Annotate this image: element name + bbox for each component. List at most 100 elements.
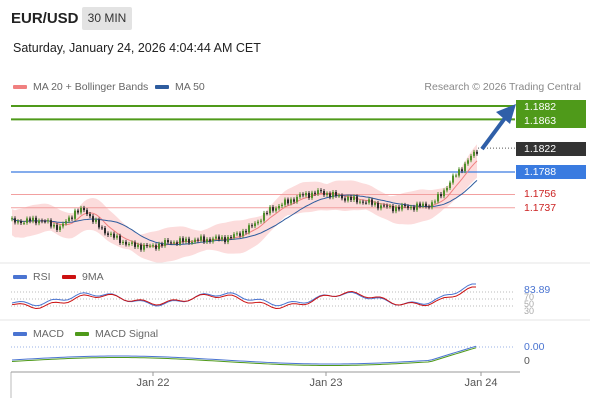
candle-body <box>260 220 262 222</box>
candle-body <box>80 207 82 213</box>
candle-body <box>272 207 274 211</box>
candle-body <box>14 218 16 223</box>
legend-ma20-bollinger: MA 20 + Bollinger Bands <box>13 81 148 93</box>
candle-body <box>359 201 361 203</box>
candle-body <box>95 219 97 222</box>
candle-body <box>392 205 394 212</box>
candle-body <box>251 225 253 227</box>
candle-body <box>305 193 307 196</box>
legend-macd: MACD <box>13 328 64 340</box>
candle-body <box>329 193 331 198</box>
candle-body <box>341 195 343 199</box>
candle-body <box>356 196 358 203</box>
candle-body <box>110 233 112 235</box>
candle-body <box>314 192 316 195</box>
candle-body <box>203 236 205 243</box>
level-label-support-1: 1.1756 <box>524 188 557 200</box>
candle-body <box>386 205 388 207</box>
macd-value-label: 0.00 <box>524 341 545 353</box>
candle-body <box>101 227 103 229</box>
level-label-resistance-2: 1.1882 <box>516 100 586 114</box>
candle-body <box>464 163 466 172</box>
legend-label: MACD Signal <box>95 328 159 340</box>
candle-body <box>128 243 130 245</box>
candle-body <box>197 239 199 241</box>
candle-body <box>242 230 244 236</box>
candle-body <box>20 221 22 224</box>
candle-body <box>374 202 376 205</box>
candle-body <box>470 155 472 161</box>
candle-body <box>188 238 190 243</box>
candle-body <box>224 237 226 243</box>
rsi-level-label: 70 <box>524 292 535 302</box>
candle-body <box>233 234 235 238</box>
candle-body <box>164 240 166 246</box>
candle-body <box>107 233 109 235</box>
candle-body <box>461 169 463 172</box>
legend-label: 9MA <box>82 271 104 283</box>
candle-body <box>170 242 172 244</box>
candle-body <box>212 238 214 242</box>
candle-body <box>125 241 127 245</box>
candle-body <box>362 201 364 203</box>
candle-body <box>230 237 232 239</box>
candle-body <box>152 245 154 247</box>
candle-body <box>68 217 70 222</box>
candle-body <box>143 245 145 250</box>
candle-body <box>368 199 370 203</box>
candle-body <box>287 199 289 204</box>
candle-body <box>380 205 382 209</box>
candle-body <box>419 203 421 207</box>
candle-body <box>227 237 229 243</box>
candle-body <box>437 194 439 202</box>
candle-body <box>155 245 157 249</box>
candle-body <box>77 210 79 213</box>
candle-body <box>428 206 430 208</box>
candle-body <box>398 206 400 210</box>
candle-body <box>407 206 409 209</box>
legend-swatch <box>13 275 27 279</box>
candle-body <box>293 199 295 202</box>
candle-body <box>239 233 241 236</box>
candle-body <box>275 208 277 211</box>
candle-body <box>248 225 250 233</box>
legend-label: MA 20 + Bollinger Bands <box>33 81 149 93</box>
candle-body <box>11 218 13 220</box>
candle-body <box>401 204 403 210</box>
x-axis-label: Jan 24 <box>464 377 498 389</box>
timeframe-button[interactable]: 30 MIN <box>82 7 132 30</box>
level-label-last-price: 1.1822 <box>516 142 586 156</box>
legend-label: MACD <box>33 328 64 340</box>
candle-body <box>206 239 208 243</box>
candle-body <box>236 233 238 235</box>
candle-body <box>17 221 19 223</box>
candle-body <box>44 221 46 223</box>
candle-body <box>191 242 193 244</box>
candle-body <box>218 236 220 240</box>
candle-body <box>122 241 124 244</box>
candle-body <box>269 207 271 214</box>
candle-body <box>50 220 52 227</box>
candle-body <box>443 190 445 197</box>
candle-body <box>71 217 73 219</box>
legend-swatch <box>13 85 27 89</box>
candle-body <box>53 224 55 227</box>
candle-body <box>347 196 349 201</box>
candle-body <box>176 242 178 245</box>
candle-body <box>257 221 259 224</box>
candle-body <box>92 216 94 222</box>
x-axis-label: Jan 22 <box>136 377 170 389</box>
candle-body <box>167 240 169 243</box>
candle-body <box>38 220 40 224</box>
legend-swatch <box>62 275 76 279</box>
candle-body <box>389 205 391 207</box>
candle-body <box>353 196 355 200</box>
candle-body <box>104 227 106 234</box>
candle-body <box>113 233 115 238</box>
candle-body <box>194 239 196 243</box>
trend-arrow-shaft <box>480 112 510 151</box>
candle-body <box>332 192 334 198</box>
candle-body <box>254 223 256 227</box>
candle-body <box>47 220 49 222</box>
